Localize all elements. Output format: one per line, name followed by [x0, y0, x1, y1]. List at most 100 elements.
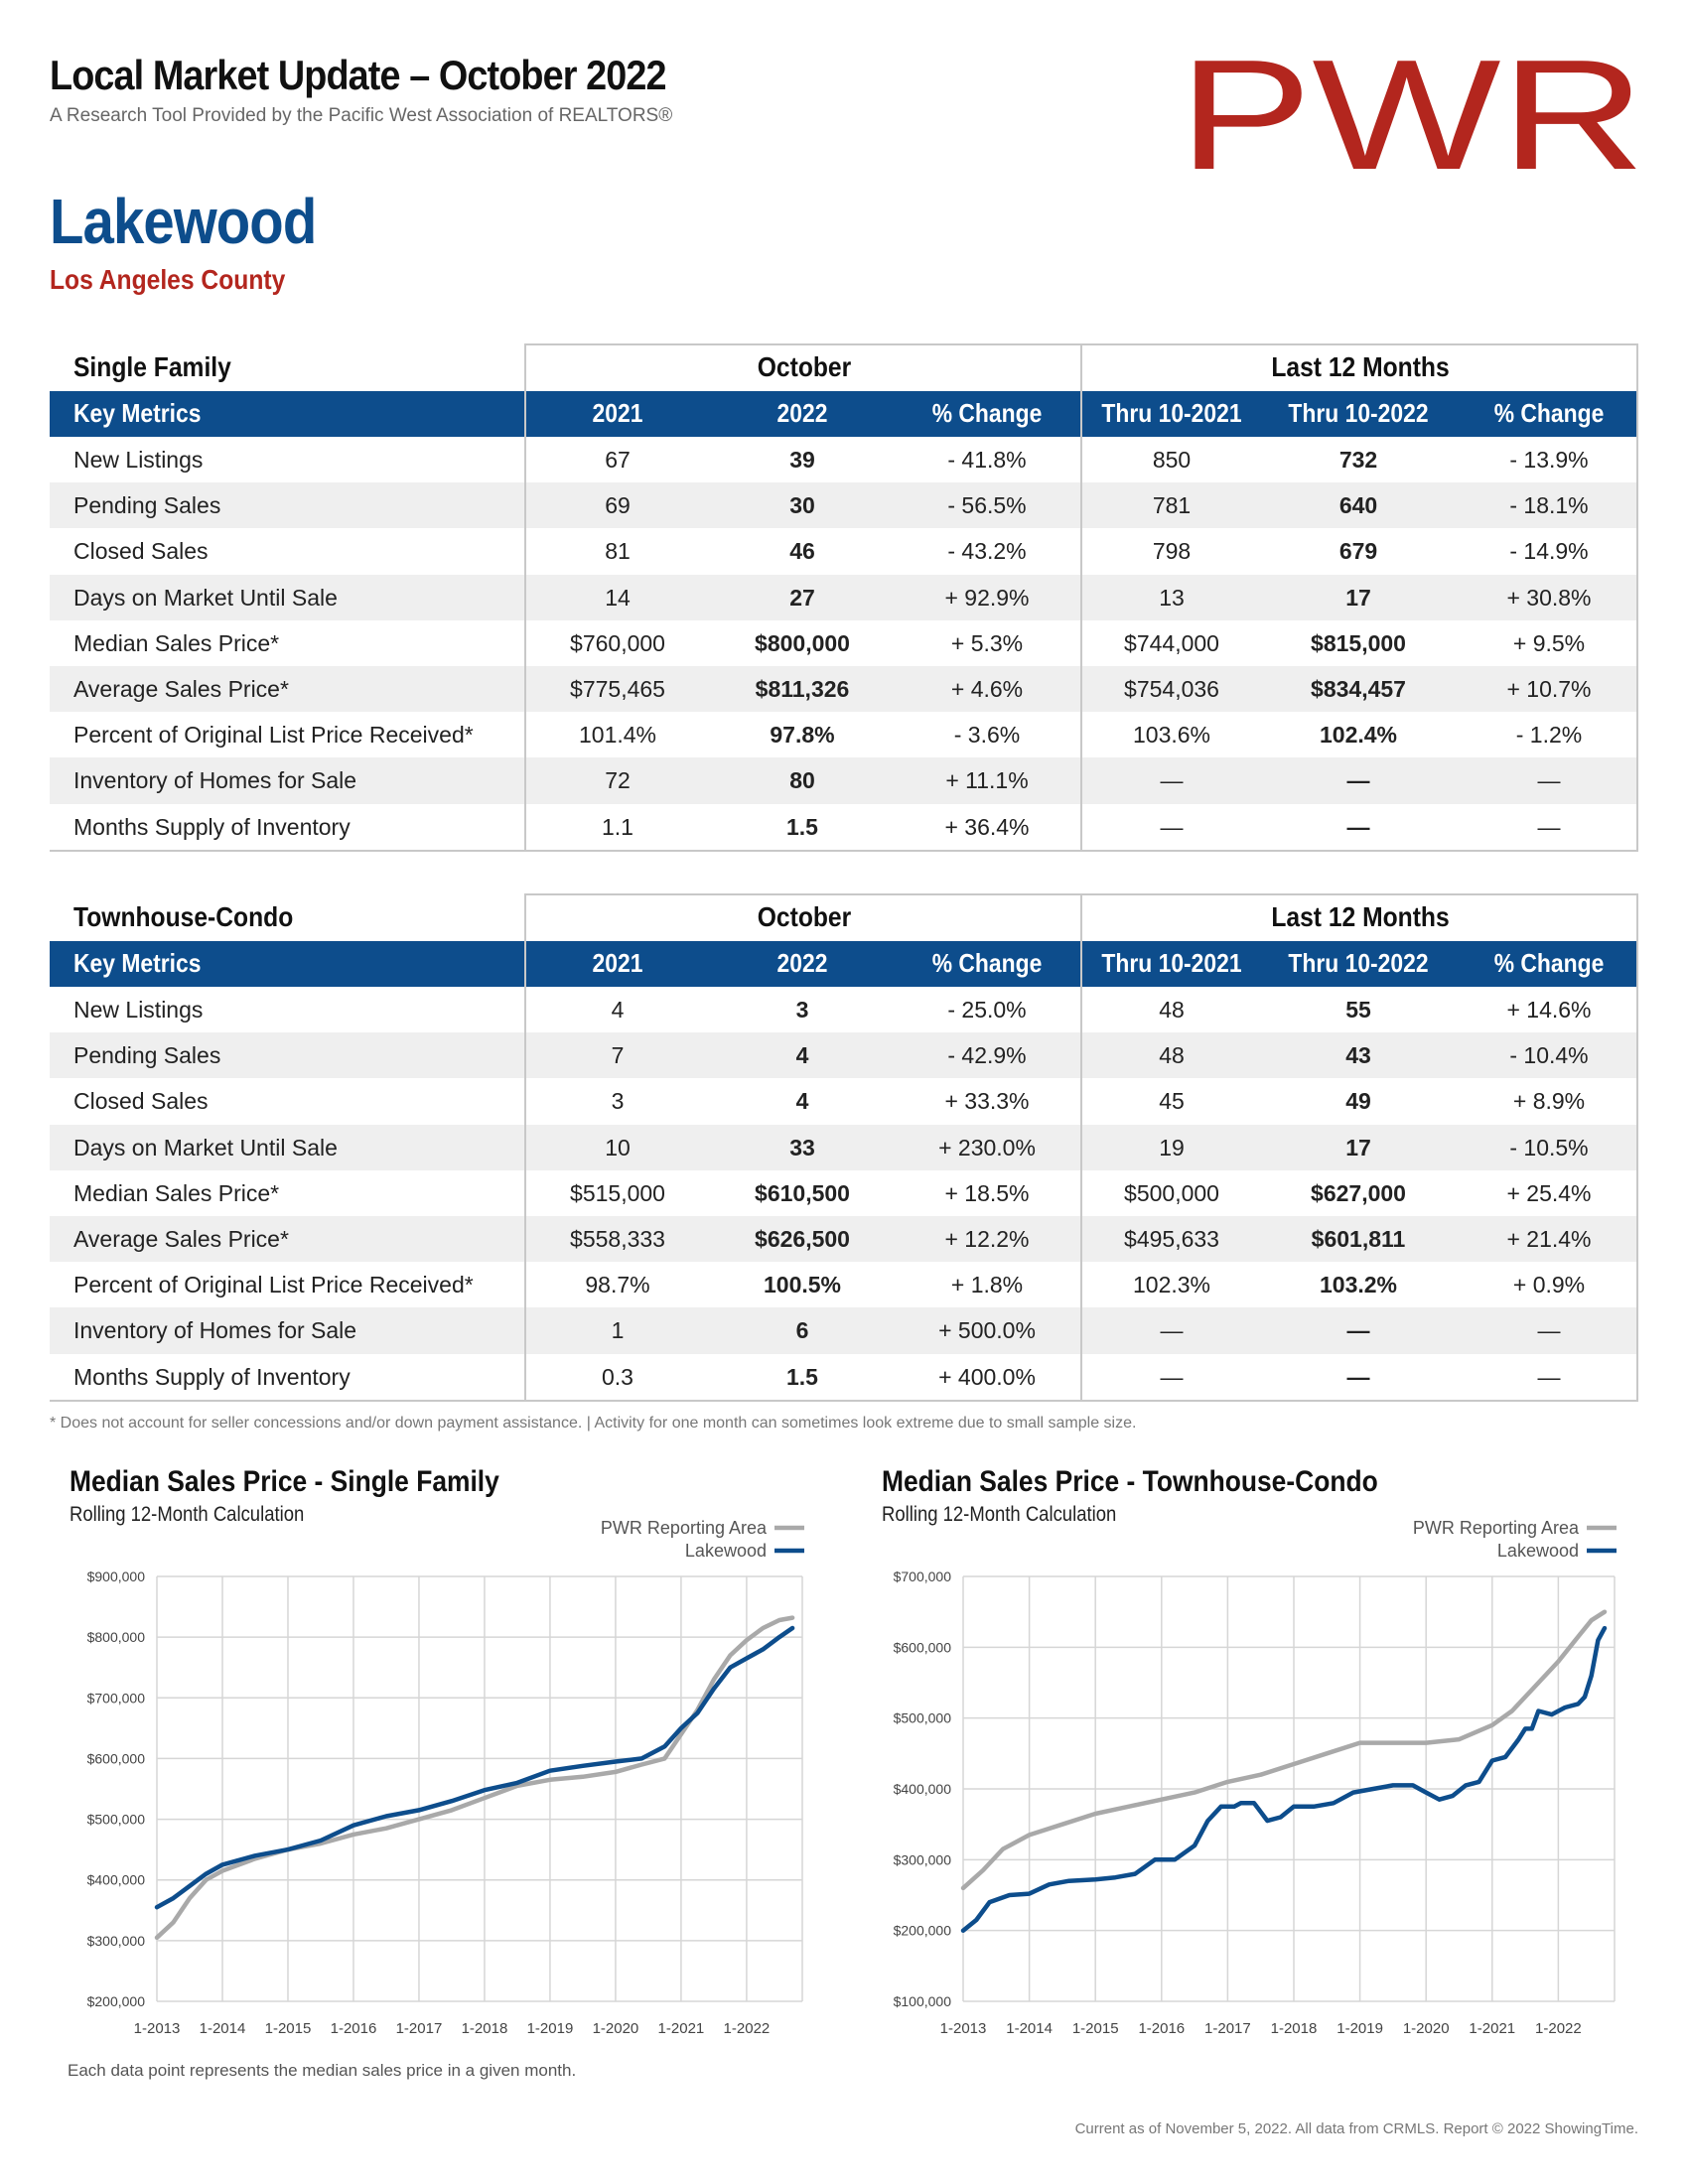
- metric-value: 97.8%: [770, 722, 835, 749]
- metric-value: 48: [1159, 1042, 1185, 1069]
- metric-value: - 13.9%: [1509, 447, 1589, 473]
- table-row: Percent of Original List Price Received*…: [50, 1262, 1638, 1307]
- metric-value: + 4.6%: [950, 675, 1024, 702]
- table-row: New Listings 4 3 - 25.0% 48 55 + 14.6%: [50, 987, 1638, 1032]
- metric-value: 27: [789, 584, 815, 611]
- metric-value: 49: [1345, 1088, 1371, 1115]
- metric-value: - 41.8%: [947, 447, 1027, 473]
- chart-subtitle: Rolling 12-Month Calculation: [70, 1503, 305, 1526]
- metric-value: —: [1346, 767, 1370, 794]
- metric-value: - 42.9%: [947, 1042, 1027, 1069]
- table-divider: [1636, 893, 1638, 1400]
- metric-value: 850: [1152, 447, 1192, 473]
- metric-value: + 9.5%: [1512, 629, 1586, 656]
- y-tick-label: $800,000: [87, 1629, 146, 1645]
- metric-value: 33: [789, 1134, 815, 1160]
- metric-value: + 14.6%: [1506, 997, 1592, 1023]
- metric-value: $500,000: [1124, 1179, 1219, 1206]
- column-header: Key Metrics: [73, 398, 202, 428]
- table-divider: [524, 343, 526, 850]
- pwr-logo: PWR: [1179, 46, 1645, 179]
- table-group-header: Townhouse-Condo October Last 12 Months: [50, 893, 1638, 941]
- metric-value: + 1.8%: [950, 1272, 1024, 1298]
- table-divider: [1080, 893, 1082, 1400]
- metric-value: 4: [795, 1088, 809, 1115]
- group-month-label: October: [757, 901, 852, 932]
- chart-single-family-svg: $200,000 $300,000 $400,000 $500,000 $600,000…: [87, 1518, 804, 2037]
- column-header: 2021: [592, 948, 643, 978]
- metric-value: + 33.3%: [944, 1088, 1030, 1115]
- metric-value: 98.7%: [585, 1272, 650, 1298]
- metric-value: 30: [789, 492, 815, 519]
- chart-title: Median Sales Price - Townhouse-Condo: [882, 1465, 1378, 1498]
- metric-value: 732: [1338, 447, 1378, 473]
- metric-value: $744,000: [1124, 629, 1219, 656]
- metric-value: 102.4%: [1319, 722, 1397, 749]
- metric-value: $760,000: [570, 629, 665, 656]
- metric-value: 43: [1345, 1042, 1371, 1069]
- metric-label: Closed Sales: [73, 538, 209, 565]
- legend-label: PWR Reporting Area: [601, 1518, 768, 1538]
- metric-value: —: [1160, 1363, 1184, 1390]
- legend-label: Lakewood: [1497, 1541, 1579, 1561]
- metric-value: 80: [789, 767, 815, 794]
- chart-subtitle: Rolling 12-Month Calculation: [882, 1503, 1117, 1526]
- metric-label: Median Sales Price*: [73, 629, 280, 656]
- metric-value: + 5.3%: [950, 629, 1024, 656]
- metric-value: $811,326: [755, 675, 850, 702]
- metric-value: 640: [1338, 492, 1378, 519]
- table-divider: [50, 849, 1638, 852]
- x-tick-label: 1-2013: [134, 2020, 181, 2037]
- metric-value: $558,333: [570, 1225, 665, 1252]
- metric-value: + 36.4%: [944, 813, 1030, 840]
- metric-value: —: [1160, 813, 1184, 840]
- metric-value: —: [1537, 813, 1561, 840]
- x-tick-label: 1-2020: [1403, 2020, 1450, 2037]
- report-credits: Current as of November 5, 2022. All data…: [1074, 2120, 1638, 2137]
- metric-label: Inventory of Homes for Sale: [73, 1317, 357, 1344]
- column-header: Thru 10-2022: [1288, 948, 1429, 978]
- y-tick-label: $400,000: [894, 1781, 952, 1797]
- y-tick-label: $600,000: [894, 1639, 952, 1655]
- metric-label: New Listings: [73, 997, 204, 1023]
- x-tick-label: 1-2019: [1336, 2020, 1383, 2037]
- metric-value: —: [1537, 1317, 1561, 1344]
- metric-value: - 18.1%: [1509, 492, 1589, 519]
- column-header: Key Metrics: [73, 948, 202, 978]
- table-divider: [1080, 343, 1082, 850]
- metric-value: —: [1346, 813, 1370, 840]
- metric-value: + 230.0%: [938, 1134, 1036, 1160]
- metric-value: $834,457: [1311, 675, 1406, 702]
- table-row: Median Sales Price* $760,000 $800,000 + 5.3…: [50, 620, 1638, 666]
- x-tick-label: 1-2022: [724, 2020, 771, 2037]
- metric-value: + 92.9%: [944, 584, 1030, 611]
- y-tick-label: $200,000: [894, 1923, 952, 1939]
- y-tick-label: $700,000: [87, 1690, 146, 1706]
- y-tick-label: $900,000: [87, 1569, 146, 1584]
- x-tick-label: 1-2014: [200, 2020, 246, 2037]
- chart-single-family: $200,000 $300,000 $400,000 $500,000 $600,000…: [52, 1465, 826, 2061]
- metric-value: 46: [789, 538, 815, 565]
- x-tick-label: 1-2015: [1072, 2020, 1119, 2037]
- column-header: Thru 10-2021: [1101, 398, 1242, 428]
- metric-value: 48: [1159, 997, 1185, 1023]
- column-header: % Change: [931, 398, 1043, 428]
- metric-value: + 11.1%: [945, 767, 1029, 794]
- series-line-pwr-reporting-area: [960, 1609, 1608, 1891]
- metric-label: Pending Sales: [73, 492, 221, 519]
- metric-value: 69: [605, 492, 631, 519]
- metric-value: 39: [789, 447, 815, 473]
- x-tick-label: 1-2016: [1138, 2020, 1185, 2037]
- metric-value: - 10.5%: [1509, 1134, 1589, 1160]
- x-tick-label: 1-2018: [1271, 2020, 1318, 2037]
- x-tick-label: 1-2017: [1204, 2020, 1251, 2037]
- pwr-logo-text: PWR: [1179, 46, 1645, 179]
- table-row: Closed Sales 81 46 - 43.2% 798 679 - 14.9%: [50, 528, 1638, 574]
- metric-value: 3: [795, 997, 809, 1023]
- metric-value: 17: [1345, 1134, 1371, 1160]
- column-header: 2021: [592, 398, 643, 428]
- group-12mo-label: Last 12 Months: [1271, 351, 1450, 382]
- metric-value: 17: [1345, 584, 1371, 611]
- metric-value: + 21.4%: [1506, 1225, 1592, 1252]
- metric-value: + 400.0%: [938, 1363, 1036, 1390]
